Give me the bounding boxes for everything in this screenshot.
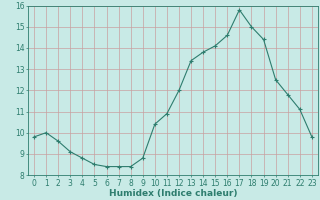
X-axis label: Humidex (Indice chaleur): Humidex (Indice chaleur) [109, 189, 237, 198]
